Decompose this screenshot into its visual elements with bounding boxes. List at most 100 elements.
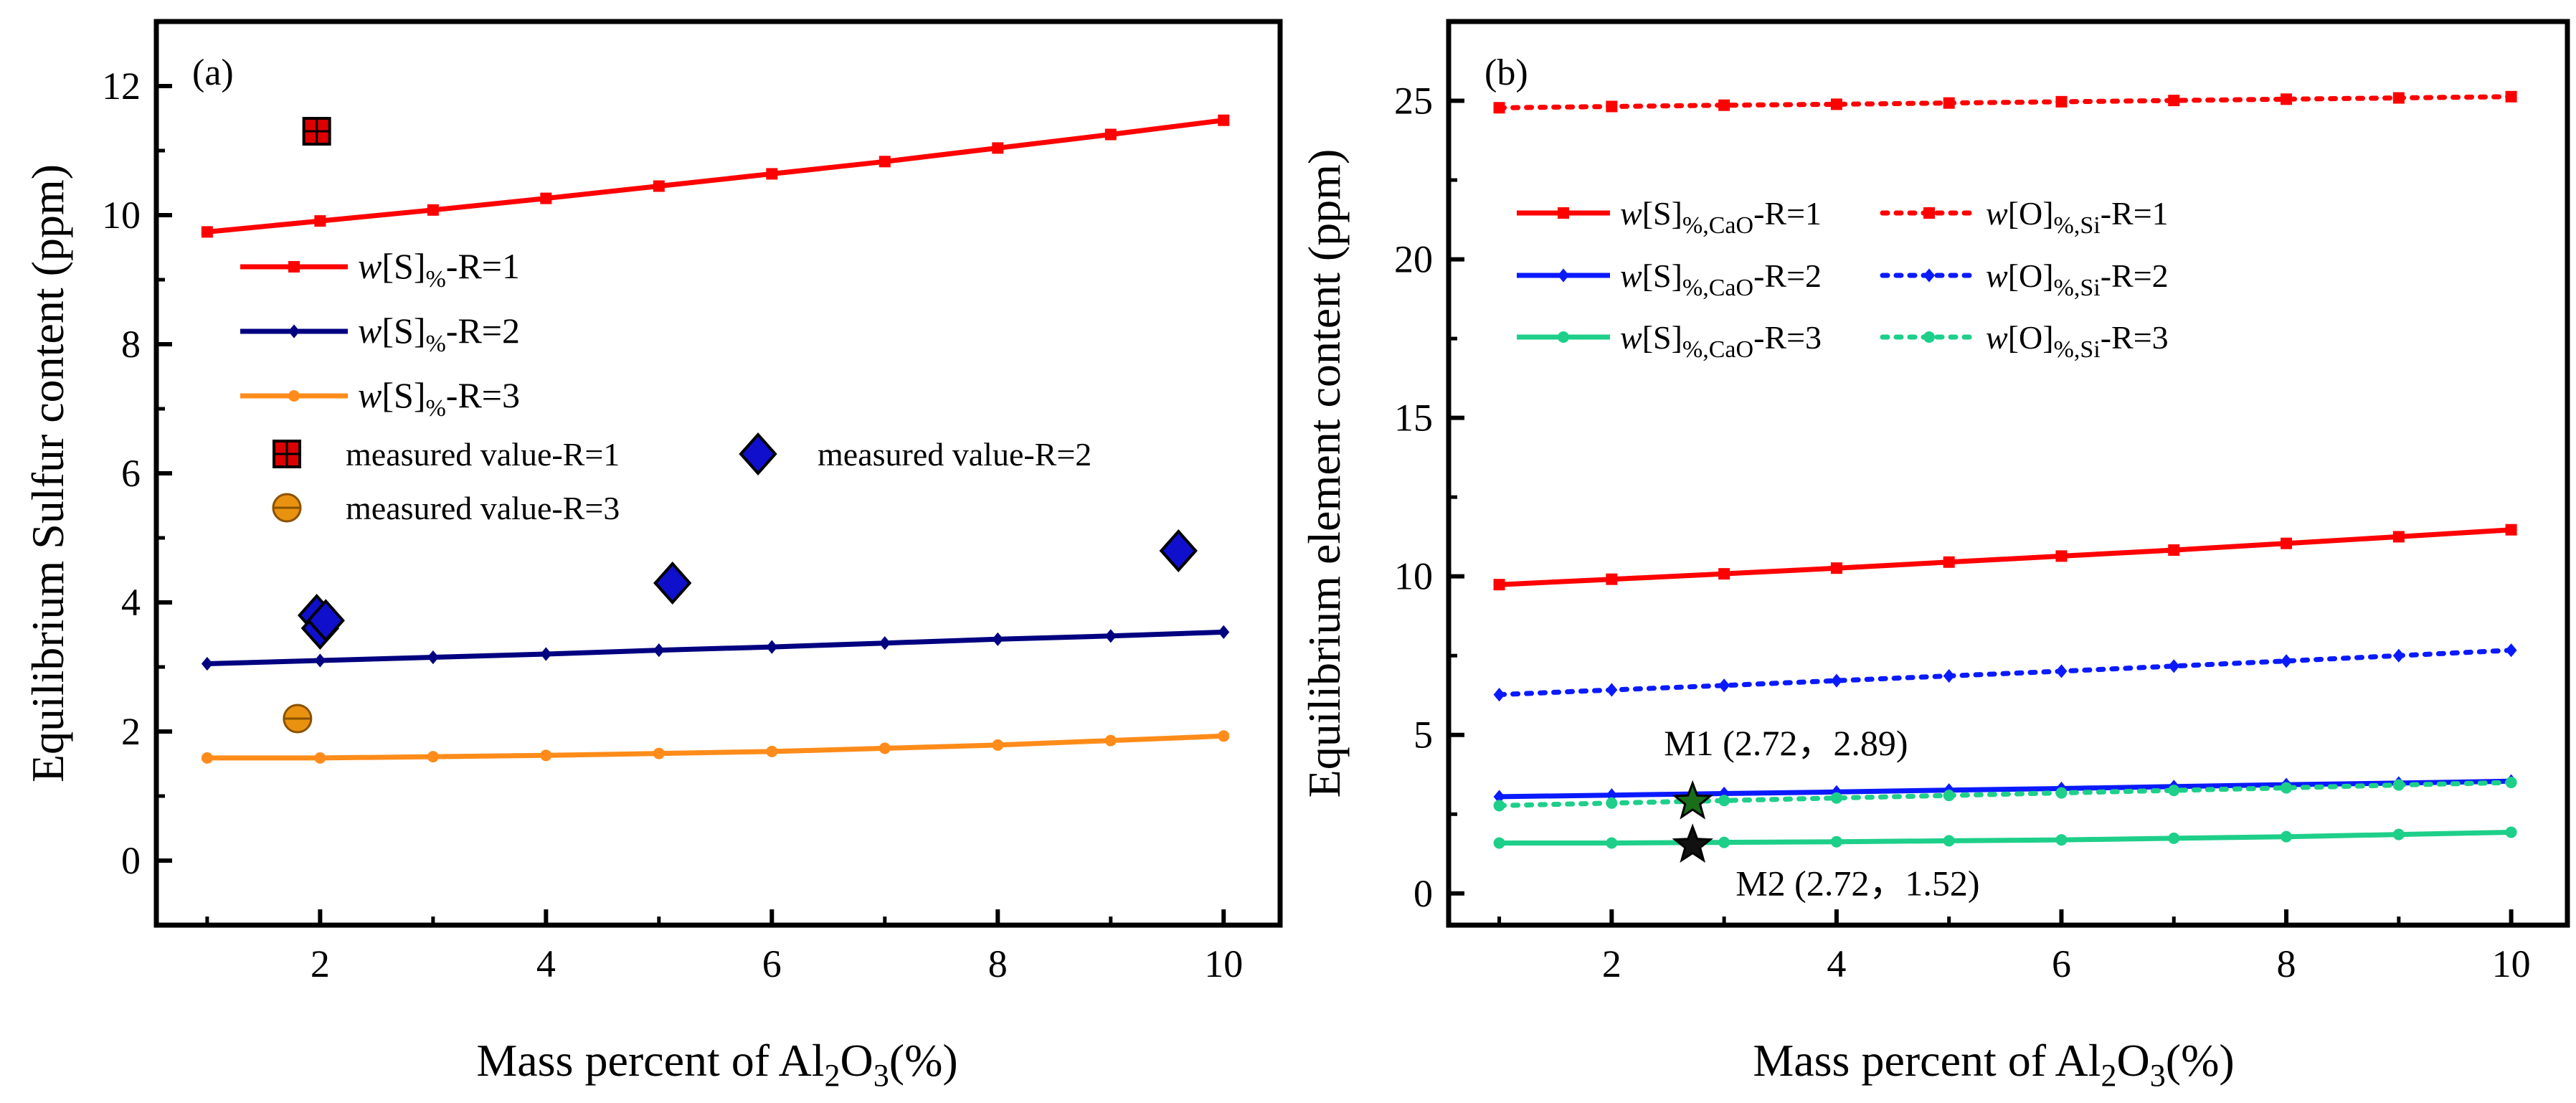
legend-label: w[S]%,CaO-R=3: [1620, 319, 1822, 363]
legend-swatch-marker: [1558, 331, 1569, 343]
legend-label-italic: w: [358, 375, 382, 415]
series-line-w[S]%,CaO-R=1: [1499, 527, 2511, 587]
legend-item-measured: measured value-R=1: [273, 436, 620, 473]
x-tick-label: 8: [2277, 942, 2296, 985]
data-point-w[O]%,Si-R=3: [2392, 779, 2405, 791]
data-point-w[O]%,Si-R=1: [2281, 93, 2293, 105]
data-point-w[O]%,Si-R=2: [1718, 678, 1730, 693]
data-point-w[O]%,Si-R=2: [1943, 668, 1955, 683]
legend-label-sub: %,CaO: [1682, 212, 1753, 239]
data-point-w[S]%,CaO-R=1: [1943, 556, 1955, 568]
data-point-w[S]%-R=2: [992, 632, 1004, 646]
legend-label-tail: -R=2: [2101, 257, 2169, 294]
data-point-w[O]%,Si-R=1: [1606, 100, 1618, 113]
legend-item: w[O]%,Si-R=1: [1880, 195, 2169, 239]
series-line-w[S]%-R=2: [207, 629, 1224, 666]
series-lines-a: [201, 114, 1230, 764]
data-point-w[O]%,Si-R=3: [2505, 777, 2517, 789]
data-point-w[S]%,CaO-R=1: [2505, 524, 2517, 536]
data-point-w[O]%,Si-R=1: [2168, 95, 2180, 107]
legend-measured-label: measured value-R=1: [346, 436, 620, 473]
legend-label-main: [S]: [382, 246, 425, 286]
legend-item: w[O]%,Si-R=2: [1880, 257, 2169, 301]
series-w[S]%,CaO-R=3: [1493, 826, 2517, 849]
x-tick-label: 6: [762, 942, 782, 985]
y-tick-label: 8: [121, 323, 141, 366]
data-point-w[S]%,CaO-R=3: [1830, 835, 1842, 848]
data-point-w[S]%-R=1: [766, 168, 778, 180]
y-tick-label: 20: [1394, 238, 1433, 281]
legend-item-measured: measured value-R=2: [739, 432, 1092, 476]
y-tick-label: 10: [102, 194, 141, 237]
data-point-w[O]%,Si-R=3: [1830, 792, 1842, 804]
x-tick-label: 4: [536, 942, 556, 985]
plot-frame-b: [1446, 19, 2570, 928]
legend-item: w[O]%,Si-R=3: [1880, 319, 2169, 363]
legend-label: w[O]%,Si-R=1: [1986, 195, 2169, 239]
x-axis-title-b-mid: O: [2117, 1035, 2150, 1086]
legend-item: w[S]%-R=1: [240, 246, 520, 293]
legend-measured-marker: [272, 493, 302, 523]
data-point-w[S]%,CaO-R=1: [2281, 537, 2293, 549]
x-tick-label: 10: [1204, 942, 1243, 985]
data-point-w[S]%-R=3: [879, 742, 891, 754]
legend-measured-label: measured value-R=2: [818, 436, 1092, 473]
legend-measured-marker: [739, 432, 777, 476]
data-point-w[S]%-R=3: [1218, 730, 1230, 742]
data-point-w[S]%,CaO-R=1: [2055, 550, 2068, 562]
y-tick-label: 0: [121, 839, 141, 882]
data-point-w[S]%,CaO-R=2: [1606, 788, 1618, 803]
data-point-w[S]%,CaO-R=3: [2281, 830, 2293, 843]
data-point-w[O]%,Si-R=2: [2055, 664, 2068, 678]
y-tick-label: 2: [121, 710, 141, 753]
legend-label-sub: %: [425, 266, 445, 293]
plot-frame-a: [153, 19, 1283, 928]
legend-label-tail: -R=1: [1753, 195, 1822, 232]
data-point-w[S]%-R=1: [653, 180, 665, 192]
measured-point-measured value-R=2: [306, 599, 345, 643]
data-point-w[S]%,CaO-R=1: [1606, 573, 1618, 585]
data-point-w[O]%,Si-R=1: [2505, 90, 2517, 103]
data-point-w[O]%,Si-R=2: [1830, 673, 1842, 688]
x-axis-title-b-sub2: 3: [2150, 1058, 2166, 1093]
x-axis-title-a-sub1: 2: [825, 1058, 840, 1093]
legend-label: w[S]%-R=3: [358, 375, 520, 422]
data-point-w[S]%,CaO-R=3: [2168, 832, 2180, 844]
panel-label-a: (a): [192, 52, 234, 93]
annotation-label: M1 (2.72，2.89): [1664, 723, 1908, 763]
data-point-w[S]%-R=2: [1104, 629, 1117, 643]
data-point-w[S]%-R=2: [879, 636, 891, 650]
y-tick-label: 5: [1414, 714, 1433, 757]
legend-label-main: [S]: [382, 311, 425, 351]
data-point-w[S]%-R=2: [201, 656, 213, 671]
axis-ticks-b: 2 4 6 8 10 0 5 10 15 20 25: [1394, 80, 2531, 985]
data-point-w[S]%-R=1: [1218, 114, 1230, 126]
series-line-w[S]%,CaO-R=3: [1499, 830, 2511, 846]
legend-item: w[S]%,CaO-R=3: [1517, 319, 1822, 363]
data-point-w[O]%,Si-R=2: [2168, 659, 2180, 673]
data-point-w[O]%,Si-R=3: [1493, 800, 1505, 812]
legend-item: w[S]%-R=2: [240, 311, 520, 357]
legend-label-tail: -R=2: [446, 311, 520, 351]
annotation-label: M2 (2.72，1.52): [1736, 863, 1979, 904]
legend-swatch-marker: [288, 390, 300, 402]
legend-item: w[S]%,CaO-R=2: [1517, 257, 1822, 301]
legend-label: w[O]%,Si-R=2: [1986, 257, 2169, 301]
legend-label-sub: %: [425, 331, 445, 357]
x-tick-label: 8: [988, 942, 1008, 985]
data-point-w[O]%,Si-R=3: [2281, 782, 2293, 794]
data-point-w[S]%-R=2: [314, 653, 326, 668]
legend-measured-label: measured value-R=3: [346, 490, 620, 526]
series-w[O]%,Si-R=3: [1493, 777, 2517, 812]
data-point-w[O]%,Si-R=3: [1606, 797, 1618, 809]
legend-b: w[S]%,CaO-R=1w[S]%,CaO-R=2w[S]%,CaO-R=3w…: [1517, 195, 2169, 363]
data-point-w[S]%,CaO-R=1: [2168, 544, 2180, 556]
legend-label-italic: w: [1620, 319, 1642, 356]
data-point-w[O]%,Si-R=2: [1493, 687, 1505, 702]
measured-point-measured value-R=1: [302, 117, 331, 146]
legend-swatch-marker: [288, 324, 300, 339]
legend-item: w[S]%,CaO-R=1: [1517, 195, 1822, 239]
panel-label-b: (b): [1484, 52, 1528, 93]
legend-label-sub: %: [425, 395, 445, 422]
